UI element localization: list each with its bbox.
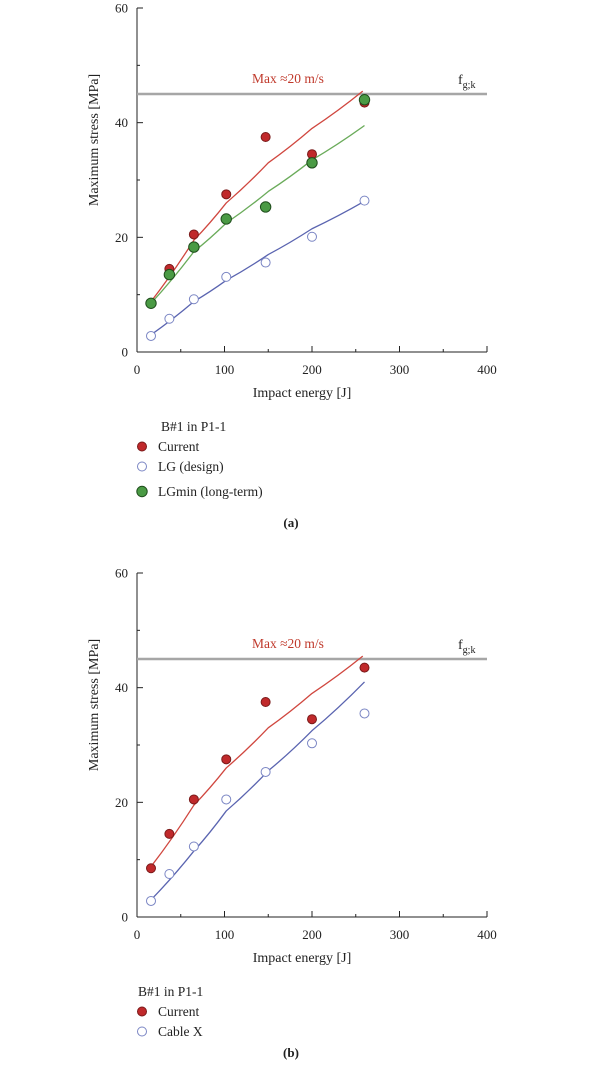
data-point: [307, 738, 317, 749]
legend-label: Current: [158, 1004, 199, 1019]
data-point: [260, 766, 271, 777]
data-point: [307, 714, 317, 725]
fit-curve: [150, 681, 365, 901]
y-tick-label: 60: [115, 1, 128, 16]
fit-curve: [150, 655, 364, 867]
legend-marker: [137, 441, 147, 452]
data-point: [307, 231, 317, 242]
x-tick-label: 200: [302, 927, 322, 942]
data-point: [164, 313, 175, 324]
data-point: [146, 330, 156, 341]
data-point: [188, 229, 199, 240]
data-point: [188, 841, 199, 852]
data-point: [260, 257, 271, 268]
x-tick-label: 100: [215, 362, 235, 377]
data-point: [146, 863, 156, 874]
x-tick-label: 300: [390, 927, 410, 942]
panel-caption: (a): [283, 515, 298, 530]
fit-curve: [150, 125, 365, 304]
data-point: [145, 297, 157, 309]
x-tick-label: 200: [302, 362, 322, 377]
legend-label: LG (design): [158, 459, 224, 474]
y-tick-label: 0: [122, 345, 129, 360]
x-tick-label: 400: [477, 927, 497, 942]
legend-title: B#1 in P1-1: [161, 419, 226, 434]
threshold-label: fg;k: [458, 638, 475, 656]
legend-title: B#1 in P1-1: [138, 984, 203, 999]
x-tick-label: 400: [477, 362, 497, 377]
data-point: [188, 794, 199, 805]
data-point: [164, 869, 175, 879]
velocity-annotation: Max ≈20 m/s: [252, 71, 324, 86]
data-point: [221, 271, 232, 282]
y-tick-label: 60: [115, 566, 128, 581]
data-point: [306, 157, 318, 169]
data-point: [163, 268, 176, 281]
x-tick-label: 100: [215, 927, 235, 942]
y-axis-label: Maximum stress [MPa]: [87, 74, 102, 206]
y-tick-label: 20: [115, 795, 128, 810]
data-point: [188, 241, 200, 253]
data-point: [221, 189, 232, 200]
data-point: [358, 94, 371, 106]
y-tick-label: 0: [122, 910, 129, 925]
legend-label: Cable X: [158, 1024, 203, 1039]
fit-curve: [150, 200, 365, 336]
x-tick-label: 300: [390, 362, 410, 377]
chart-panel-b: 0 100 200 300 400 0 20 40 60 Impact energy [J] Max…: [87, 566, 497, 1061]
data-point: [359, 195, 370, 206]
panel-caption: (b): [283, 1045, 299, 1060]
legend-label: LGmin (long-term): [158, 484, 263, 499]
data-point: [164, 828, 175, 839]
data-point: [259, 201, 272, 213]
x-tick-label: 0: [134, 362, 141, 377]
data-point: [260, 697, 271, 707]
data-point: [221, 794, 232, 805]
threshold-label: fg;k: [458, 73, 475, 91]
y-tick-label: 20: [115, 230, 128, 245]
legend-marker: [137, 1026, 147, 1037]
x-axis-label: Impact energy [J]: [253, 951, 351, 966]
legend-marker: [136, 485, 148, 498]
data-point: [359, 708, 370, 719]
x-tick-label: 0: [134, 927, 141, 942]
data-point: [220, 213, 232, 225]
data-point: [188, 294, 199, 305]
y-axis-label: Maximum stress [MPa]: [87, 639, 102, 771]
chart-panel-a: 0 100 200 300 400 0 20 40 60 Impact energy [J] Max…: [87, 1, 497, 531]
data-point: [146, 895, 156, 906]
data-point: [359, 662, 370, 673]
velocity-annotation: Max ≈20 m/s: [252, 636, 324, 651]
data-point: [221, 754, 232, 765]
legend-marker: [137, 1006, 147, 1017]
y-tick-label: 40: [115, 680, 128, 695]
legend-marker: [137, 461, 147, 472]
legend-label: Current: [158, 439, 199, 454]
fit-curve: [150, 90, 364, 302]
x-axis-label: Impact energy [J]: [253, 386, 351, 401]
data-point: [260, 132, 271, 142]
y-tick-label: 40: [115, 115, 128, 130]
